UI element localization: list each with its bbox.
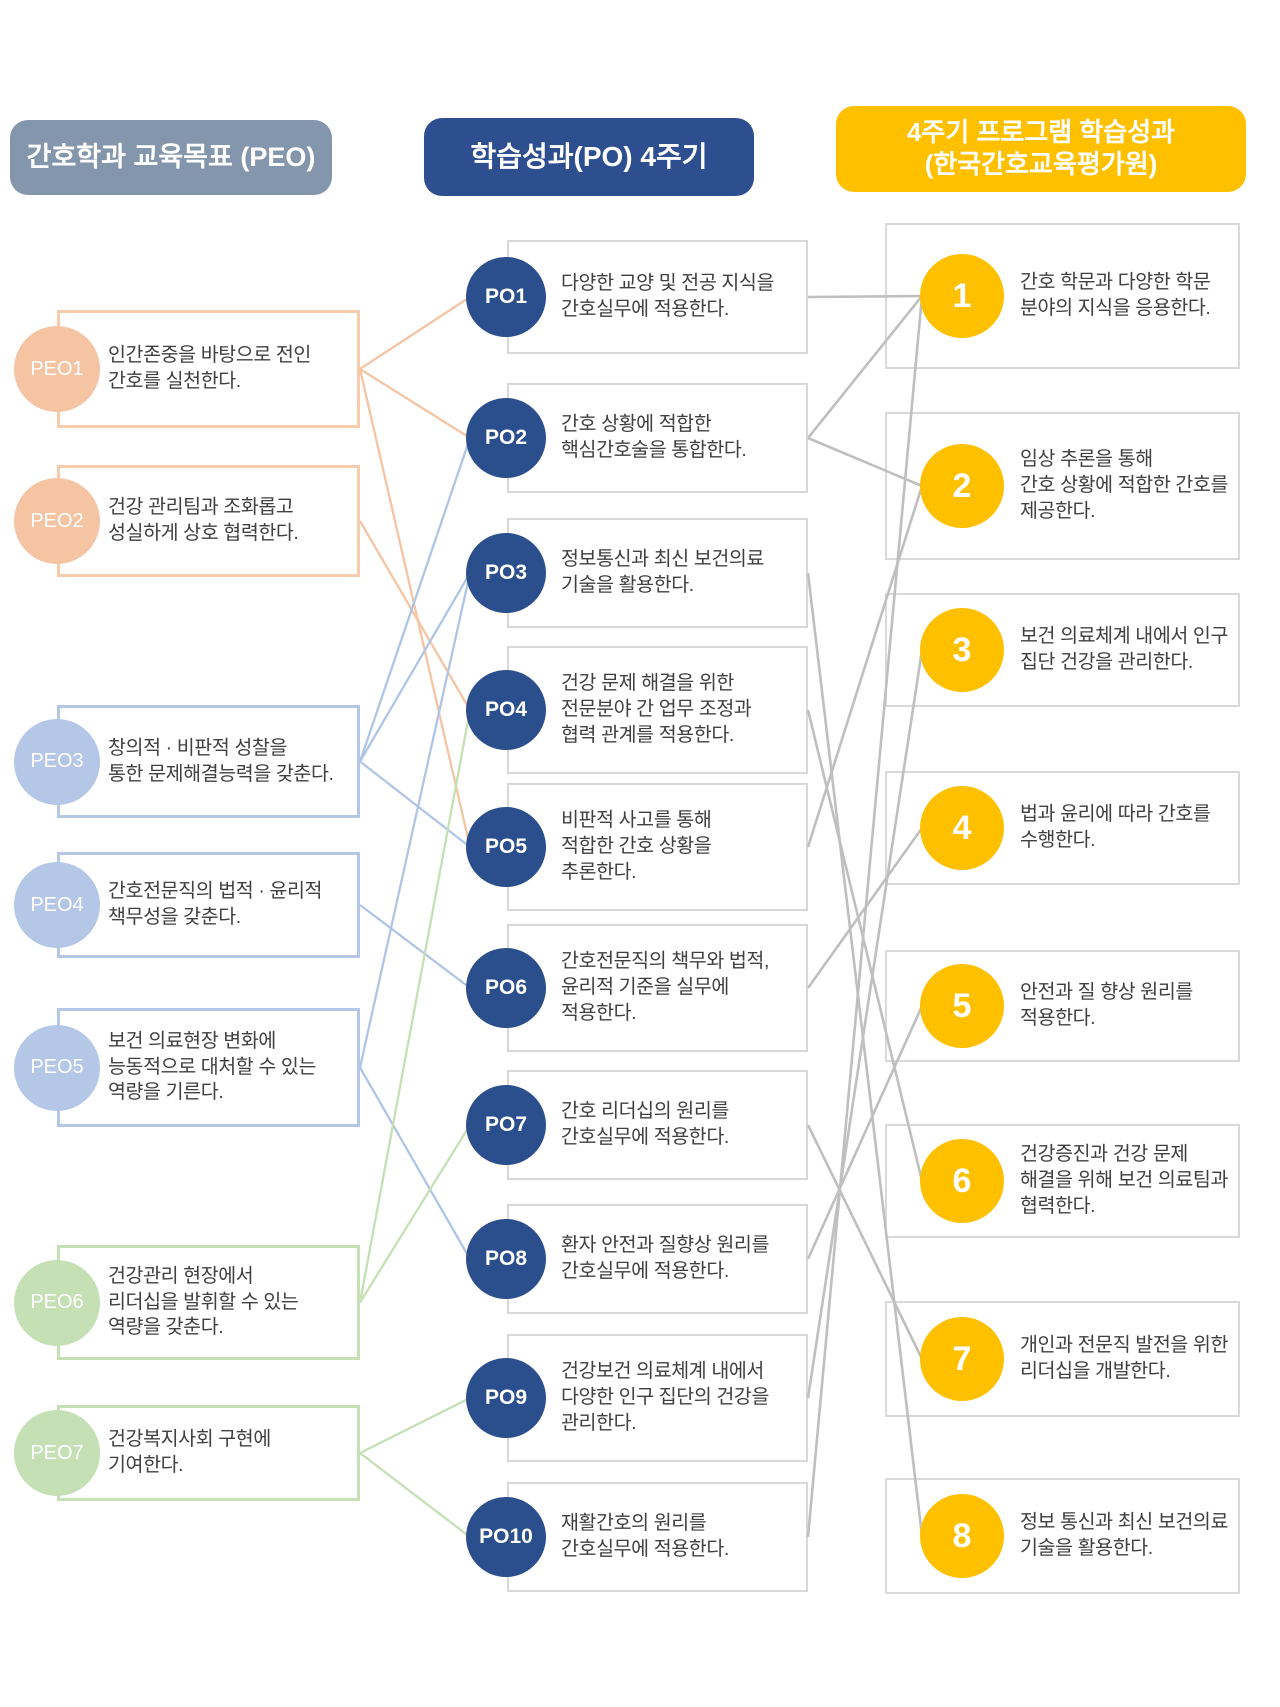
po-badge: PO6 <box>466 948 546 1028</box>
plo-item-text: 법과 윤리에 따라 간호를 수행한다. <box>1020 803 1211 851</box>
connector-line <box>358 572 472 1068</box>
peo-item: PEO6 건강관리 현장에서 리더십을 발휘할 수 있는 역량을 갖춘다. <box>14 1245 360 1360</box>
plo-item-text: 보건 의료체계 내에서 인구 집단 건강을 관리한다. <box>1020 625 1228 673</box>
peo-badge: PEO7 <box>14 1410 100 1496</box>
peo-item-text: 건강 관리팀과 조화롭고 성실하게 상호 협력한다. <box>108 496 299 544</box>
po-badge: PO5 <box>466 807 546 887</box>
plo-number-badge: 6 <box>920 1139 1004 1223</box>
plo-item: 5 안전과 질 향상 원리를 적용한다. <box>885 950 1240 1062</box>
po-badge: PO8 <box>466 1219 546 1299</box>
plo-item: 4 법과 윤리에 따라 간호를 수행한다. <box>885 771 1240 885</box>
po-item-text: 비판적 사고를 통해 적합한 간호 상황을 추론한다. <box>561 809 712 883</box>
peo-item-text: 보건 의료현장 변화에 능동적으로 대처할 수 있는 역량을 기른다. <box>108 1029 316 1104</box>
connector-line <box>359 1396 471 1455</box>
peo-item-text: 창의적 · 비판적 성찰을 통한 문제해결능력을 갖춘다. <box>108 736 334 785</box>
po-badge: PO1 <box>466 257 546 337</box>
peo-column-header: 간호학과 교육목표 (PEO) <box>10 120 332 195</box>
peo-item: PEO4 간호전문직의 법적 · 윤리적 책무성을 갖춘다. <box>14 852 360 958</box>
po-item: PO1 다양한 교양 및 전공 지식을 간호실무에 적용한다. <box>466 240 808 354</box>
peo-item-text: 건강복지사회 구현에 기여한다. <box>108 1428 271 1476</box>
peo-badge: PEO1 <box>14 326 100 412</box>
po-badge: PO10 <box>466 1497 546 1577</box>
connector-line <box>359 1124 471 1304</box>
po-badge: PO9 <box>466 1358 546 1438</box>
po-badge: PO4 <box>466 670 546 750</box>
po-item-text: 건강보건 의료체계 내에서 다양한 인구 집단의 건강을 관리한다. <box>561 1360 769 1434</box>
connector-line <box>358 368 472 848</box>
peo-item-text: 간호전문직의 법적 · 윤리적 책무성을 갖춘다. <box>108 880 323 928</box>
po-item-text: 간호 리더십의 원리를 간호실무에 적용한다. <box>561 1100 729 1148</box>
peo-item: PEO7 건강복지사회 구현에 기여한다. <box>14 1405 360 1501</box>
connector-line <box>359 1066 471 1260</box>
plo-item-text: 건강증진과 건강 문제 해결을 위해 보건 의료팀과 협력한다. <box>1020 1143 1228 1217</box>
po-item: PO7 간호 리더십의 원리를 간호실무에 적용한다. <box>466 1070 808 1180</box>
connector-line <box>359 296 471 370</box>
plo-column-header: 4주기 프로그램 학습성과 (한국간호교육평가원) <box>836 106 1246 192</box>
po-item-text: 간호 상황에 적합한 핵심간호술을 통합한다. <box>561 413 747 461</box>
plo-item-text: 안전과 질 향상 원리를 적용한다. <box>1020 981 1193 1029</box>
plo-item: 2 임상 추론을 통해 간호 상황에 적합한 간호를 제공한다. <box>885 412 1240 560</box>
po-badge: PO7 <box>466 1085 546 1165</box>
peo-badge: PEO5 <box>14 1024 100 1111</box>
connector-line <box>359 520 471 711</box>
connector-line <box>358 709 472 1303</box>
peo-item-text: 인간존중을 바탕으로 전인 간호를 실천한다. <box>108 344 311 392</box>
po-item: PO2 간호 상황에 적합한 핵심간호술을 통합한다. <box>466 383 808 493</box>
plo-item: 3 보건 의료체계 내에서 인구 집단 건강을 관리한다. <box>885 593 1240 707</box>
po-column-header: 학습성과(PO) 4주기 <box>424 118 754 196</box>
plo-item-text: 간호 학문과 다양한 학문 분야의 지식을 응용한다. <box>1020 271 1211 319</box>
plo-item: 6 건강증진과 건강 문제 해결을 위해 보건 의료팀과 협력한다. <box>885 1124 1240 1238</box>
connector-line <box>359 760 471 848</box>
peo-badge: PEO4 <box>14 862 100 948</box>
po-item: PO8 환자 안전과 질향상 원리를 간호실무에 적용한다. <box>466 1204 808 1314</box>
plo-number-badge: 1 <box>920 254 1004 338</box>
peo-item: PEO3 창의적 · 비판적 성찰을 통한 문제해결능력을 갖춘다. <box>14 705 360 818</box>
plo-number-badge: 7 <box>920 1317 1004 1401</box>
po-badge: PO3 <box>466 533 546 613</box>
po-item-text: 정보통신과 최신 보건의료 기술을 활용한다. <box>561 548 764 596</box>
po-item: PO6 간호전문직의 책무와 법적, 윤리적 기준을 실무에 적용한다. <box>466 924 808 1052</box>
plo-item: 7 개인과 전문직 발전을 위한 리더십을 개발한다. <box>885 1301 1240 1417</box>
plo-number-badge: 5 <box>920 964 1004 1048</box>
po-badge: PO2 <box>466 398 546 478</box>
connector-line <box>359 1452 471 1538</box>
peo-item: PEO2 건강 관리팀과 조화롭고 성실하게 상호 협력한다. <box>14 465 360 577</box>
plo-item-text: 임상 추론을 통해 간호 상황에 적합한 간호를 제공한다. <box>1020 448 1228 522</box>
plo-item: 8 정보 통신과 최신 보건의료 기술을 활용한다. <box>885 1478 1240 1594</box>
plo-number-badge: 4 <box>920 786 1004 870</box>
peo-item: PEO1 인간존중을 바탕으로 전인 간호를 실천한다. <box>14 310 360 428</box>
po-item: PO10 재활간호의 원리를 간호실무에 적용한다. <box>466 1482 808 1592</box>
connector-line <box>359 572 471 763</box>
po-item-text: 환자 안전과 질향상 원리를 간호실무에 적용한다. <box>561 1234 769 1282</box>
plo-number-badge: 2 <box>920 444 1004 528</box>
po-item: PO3 정보통신과 최신 보건의료 기술을 활용한다. <box>466 518 808 628</box>
connector-line <box>359 904 471 989</box>
po-item-text: 간호전문직의 책무와 법적, 윤리적 기준을 실무에 적용한다. <box>561 950 769 1024</box>
po-item: PO4 건강 문제 해결을 위한 전문분야 간 업무 조정과 협력 관계를 적용… <box>466 646 808 774</box>
peo-item: PEO5 보건 의료현장 변화에 능동적으로 대처할 수 있는 역량을 기른다. <box>14 1008 360 1127</box>
connector-line <box>359 368 471 439</box>
peo-badge: PEO3 <box>14 718 100 805</box>
po-item: PO9 건강보건 의료체계 내에서 다양한 인구 집단의 건강을 관리한다. <box>466 1334 808 1462</box>
plo-item-text: 개인과 전문직 발전을 위한 리더십을 개발한다. <box>1020 1334 1228 1382</box>
plo-item: 1 간호 학문과 다양한 학문 분야의 지식을 응용한다. <box>885 223 1240 369</box>
po-item-text: 건강 문제 해결을 위한 전문분야 간 업무 조정과 협력 관계를 적용한다. <box>561 672 752 746</box>
po-item-text: 다양한 교양 및 전공 지식을 간호실무에 적용한다. <box>561 272 775 320</box>
peo-badge: PEO2 <box>14 478 100 564</box>
connector-line <box>358 437 472 762</box>
peo-item-text: 건강관리 현장에서 리더십을 발휘할 수 있는 역량을 갖춘다. <box>108 1264 299 1339</box>
plo-number-badge: 3 <box>920 608 1004 692</box>
plo-number-badge: 8 <box>920 1494 1004 1578</box>
po-item-text: 재활간호의 원리를 간호실무에 적용한다. <box>561 1512 729 1560</box>
plo-item-text: 정보 통신과 최신 보건의료 기술을 활용한다. <box>1020 1511 1228 1559</box>
peo-badge: PEO6 <box>14 1259 100 1346</box>
po-item: PO5 비판적 사고를 통해 적합한 간호 상황을 추론한다. <box>466 783 808 911</box>
